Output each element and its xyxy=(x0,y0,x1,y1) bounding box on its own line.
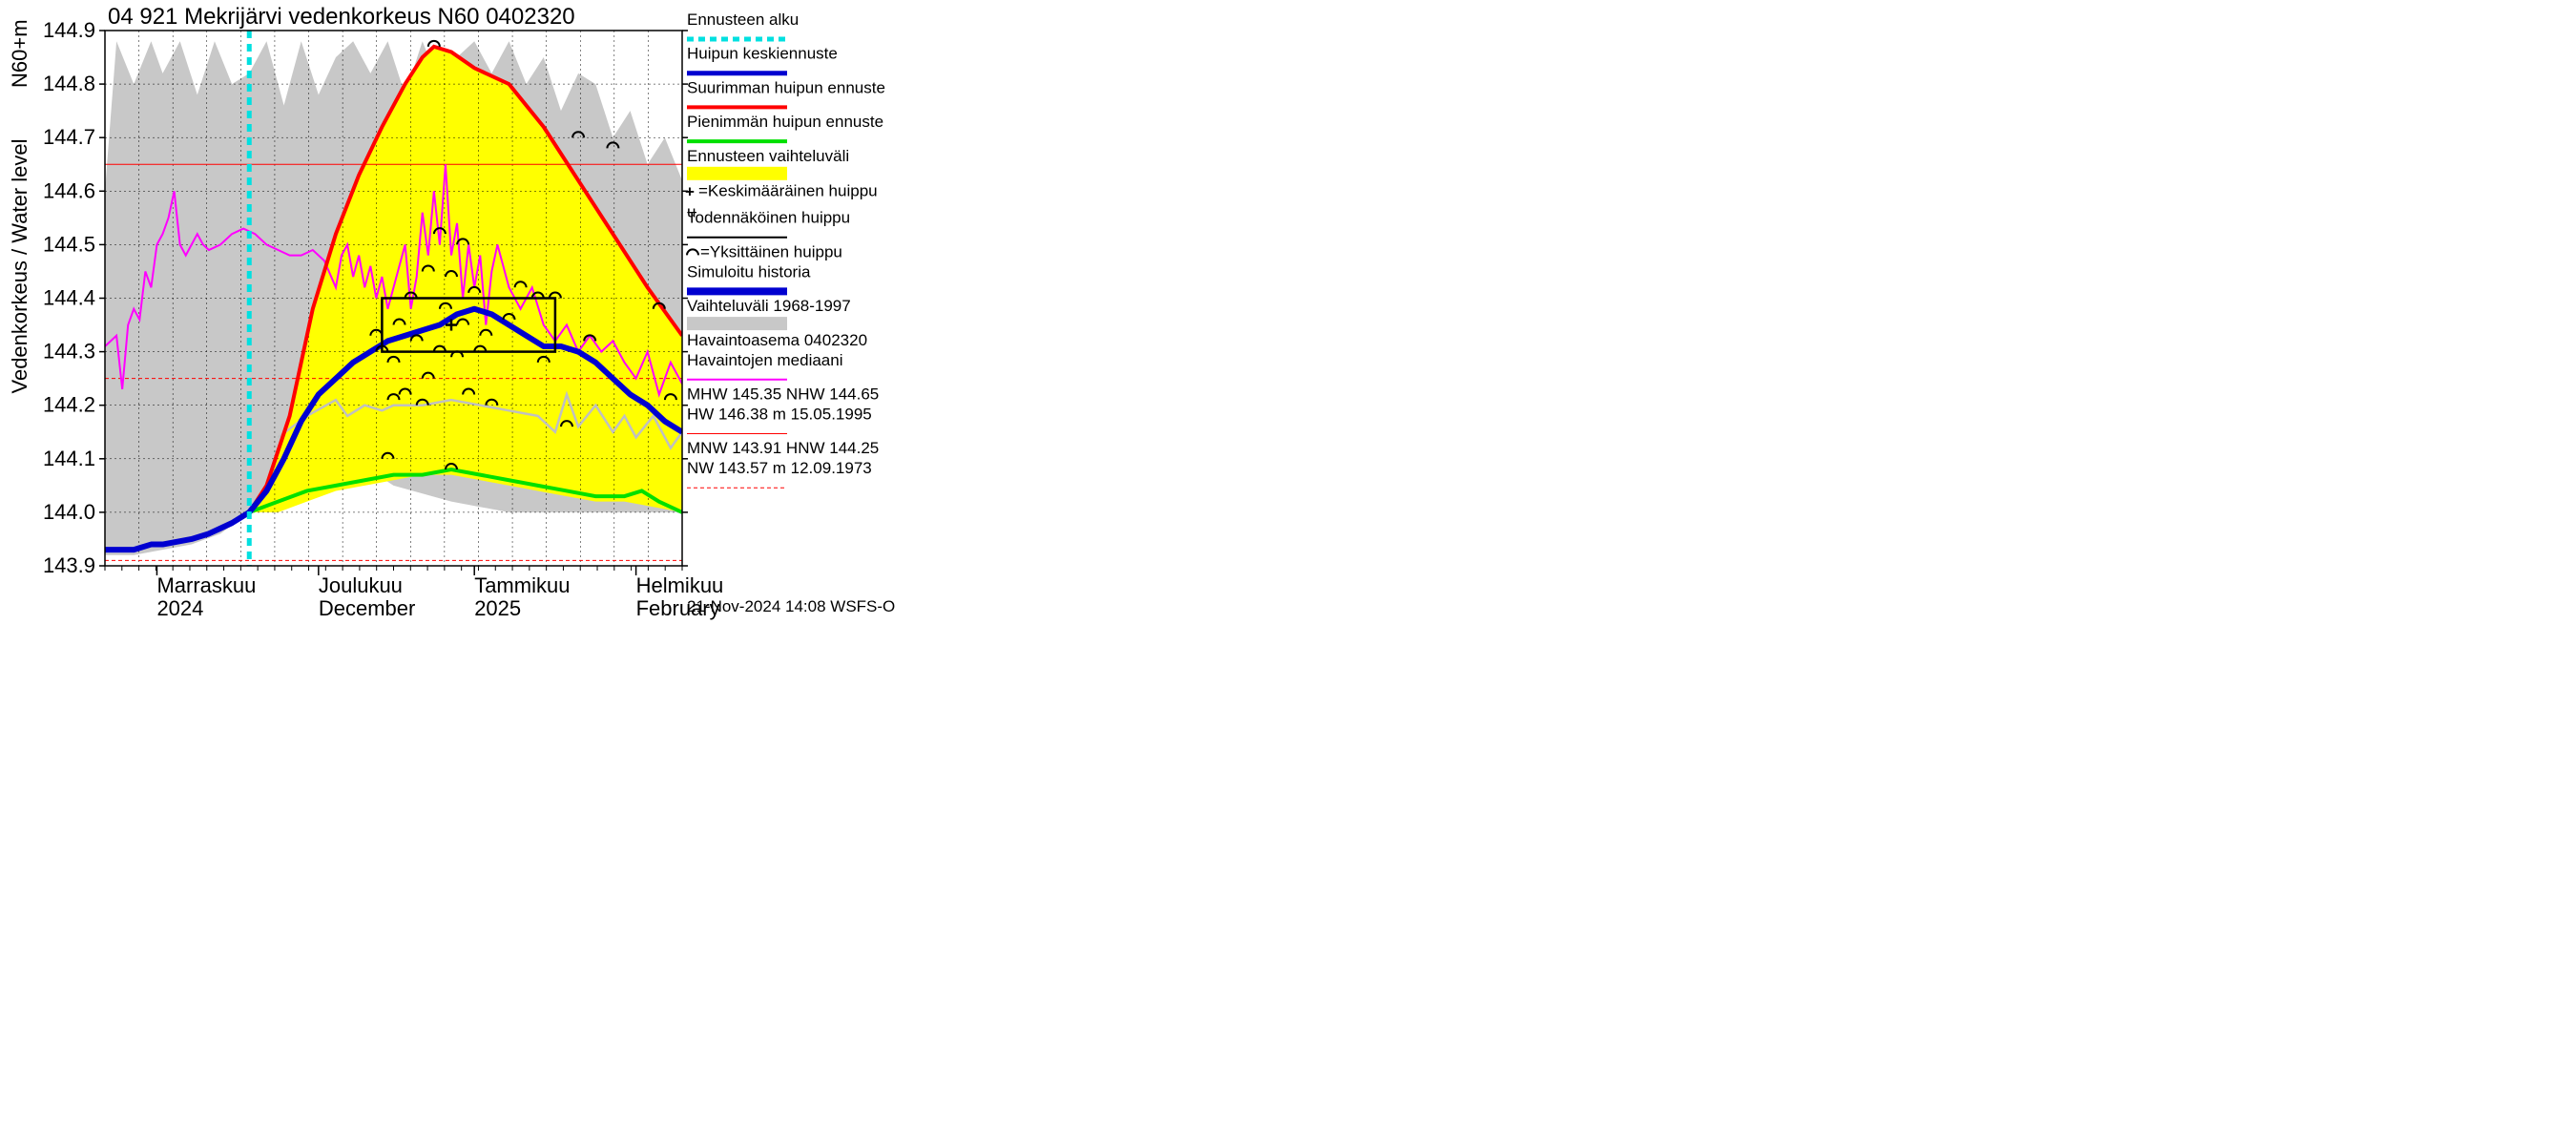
y-tick-label: 144.0 xyxy=(43,500,95,524)
legend-label: =Yksittäinen huippu xyxy=(700,242,842,260)
legend-item: Vaihteluväli 1968-1997 xyxy=(687,297,851,330)
month-label-en: 2024 xyxy=(156,596,203,620)
month-label-fi: Helmikuu xyxy=(636,573,724,597)
y-tick-label: 144.8 xyxy=(43,72,95,95)
month-label-en: 2025 xyxy=(474,596,521,620)
legend-label: NW 143.57 m 12.09.1973 xyxy=(687,459,872,477)
legend-label: Simuloitu historia xyxy=(687,262,811,281)
legend-label: =Keskimääräinen huippu xyxy=(698,182,878,200)
y-tick-label: 144.3 xyxy=(43,340,95,364)
legend-label: HW 146.38 m 15.05.1995 xyxy=(687,406,872,424)
month-label-fi: Marraskuu xyxy=(156,573,256,597)
legend-label: Todennäköinen huippu xyxy=(687,209,850,227)
y-tick-label: 144.9 xyxy=(43,18,95,42)
y-tick-label: 144.1 xyxy=(43,447,95,470)
y-tick-label: 144.5 xyxy=(43,232,95,256)
hydrograph-chart: 143.9 144.0 144.1 144.2 144.3 144.4 144.5 144.6… xyxy=(0,0,1431,636)
legend-label: MNW 143.91 HNW 144.25 xyxy=(687,439,879,457)
y-axis-unit: N60+m xyxy=(8,19,31,88)
legend-label: Suurimman huipun ennuste xyxy=(687,78,885,96)
y-tick-label: 143.9 xyxy=(43,553,95,577)
legend-label: Havaintojen mediaani xyxy=(687,351,843,369)
legend-label: Vaihteluväli 1968-1997 xyxy=(687,297,851,315)
legend-label: Havaintoasema 0402320 xyxy=(687,331,867,349)
legend-item: Ennusteen alku xyxy=(687,10,799,39)
y-tick-label: 144.2 xyxy=(43,393,95,417)
legend-label: Pienimmän huipun ennuste xyxy=(687,113,883,131)
legend-item: Todennäköinen huippu xyxy=(687,209,850,238)
legend-item: HW 146.38 m 15.05.1995 xyxy=(687,406,872,434)
svg-text:+: + xyxy=(685,183,695,201)
y-tick-label: 144.7 xyxy=(43,125,95,149)
legend-label: MHW 145.35 NHW 144.65 xyxy=(687,385,879,404)
legend-item: Havaintoasema 0402320 xyxy=(687,331,867,349)
y-tick-label: 144.6 xyxy=(43,178,95,202)
legend-item: MHW 145.35 NHW 144.65 xyxy=(687,385,879,404)
legend-item: Suurimman huipun ennuste xyxy=(687,78,885,107)
month-label-fi: Joulukuu xyxy=(319,573,403,597)
legend-item: Huipun keskiennuste xyxy=(687,45,838,73)
footer-timestamp: 21-Nov-2024 14:08 WSFS-O xyxy=(687,597,895,615)
legend-item: Havaintojen mediaani xyxy=(687,351,843,380)
y-tick-label: 144.4 xyxy=(43,286,95,310)
month-label-en: December xyxy=(319,596,415,620)
legend-item: =Keskimääräinen huippu+ xyxy=(685,182,878,201)
chart-title: 04 921 Mekrijärvi vedenkorkeus N60 04023… xyxy=(108,4,575,30)
legend-item: Pienimmän huipun ennuste xyxy=(687,113,883,141)
y-axis-label: Vedenkorkeus / Water level xyxy=(8,139,31,394)
legend-item: Ennusteen vaihteluväli xyxy=(687,147,849,180)
legend-item: =Yksittäinen huippu xyxy=(687,242,842,260)
legend-label: Ennusteen alku xyxy=(687,10,799,29)
legend-label: Huipun keskiennuste xyxy=(687,45,838,63)
legend-item: Simuloitu historia xyxy=(687,262,811,291)
month-label-fi: Tammikuu xyxy=(474,573,570,597)
legend-item: NW 143.57 m 12.09.1973 xyxy=(687,459,872,488)
legend-item: MNW 143.91 HNW 144.25 xyxy=(687,439,879,457)
legend-label: Ennusteen vaihteluväli xyxy=(687,147,849,165)
